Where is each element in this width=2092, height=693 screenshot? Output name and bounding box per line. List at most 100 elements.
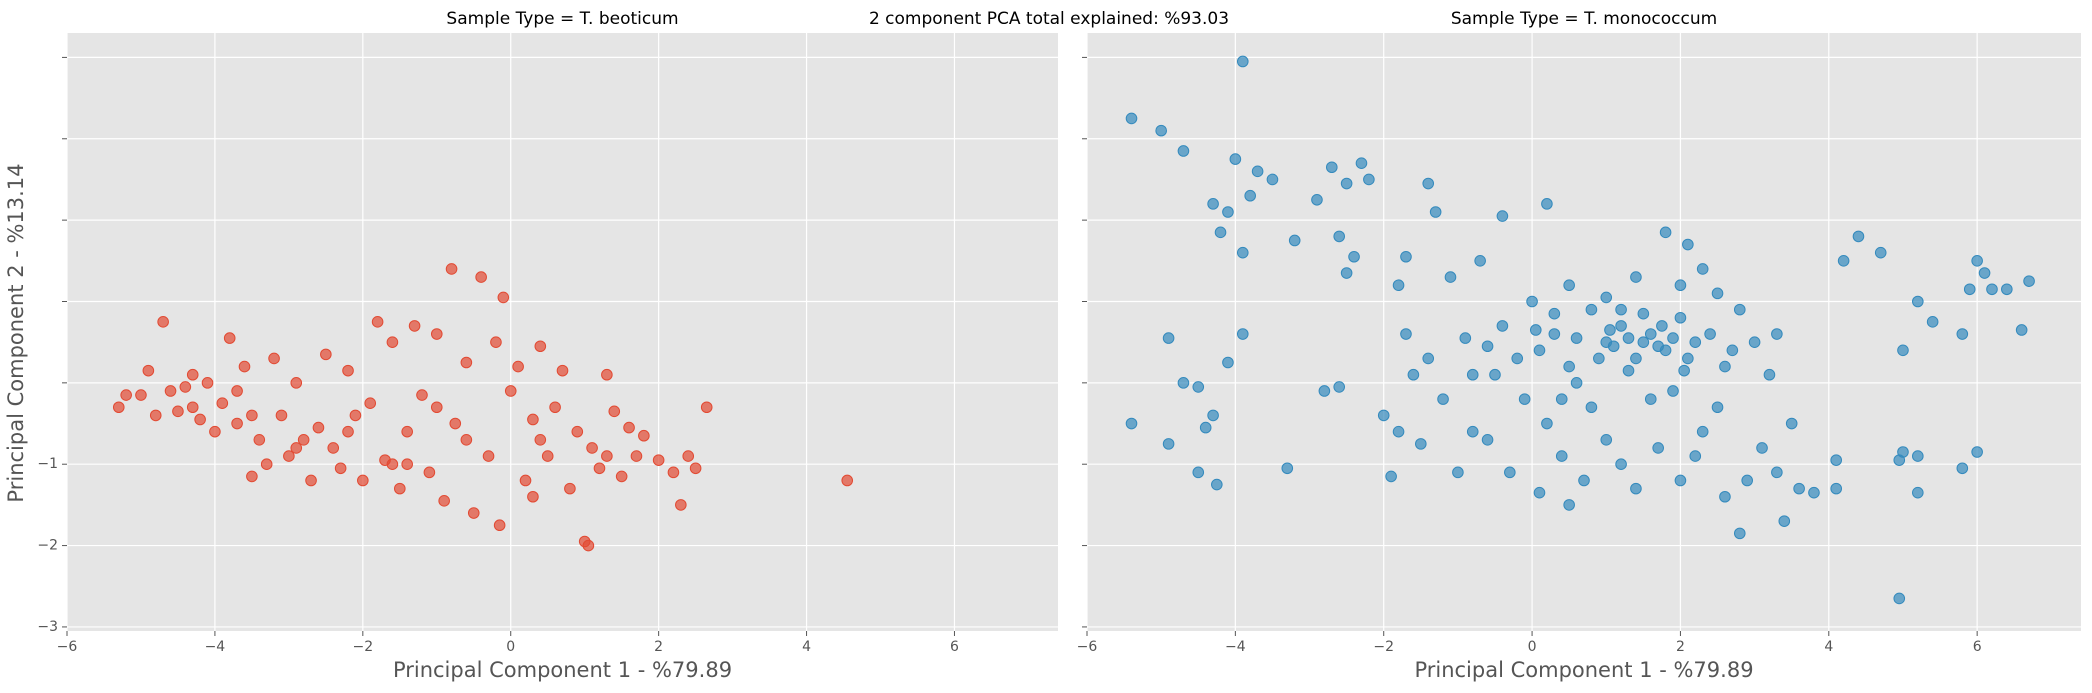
- point: [1637, 307, 1650, 320]
- x-tick-label: 2: [654, 639, 663, 655]
- point: [246, 409, 258, 422]
- point: [1615, 303, 1627, 316]
- point: [1162, 438, 1175, 450]
- point: [1251, 165, 1264, 178]
- point: [1600, 291, 1613, 304]
- point: [2015, 324, 2028, 336]
- point: [179, 381, 192, 393]
- point: [1340, 177, 1353, 190]
- point: [142, 364, 155, 377]
- point: [689, 462, 702, 475]
- point: [682, 450, 695, 462]
- point: [194, 413, 206, 426]
- point: [1630, 482, 1642, 495]
- point: [1177, 145, 1190, 157]
- point: [541, 450, 554, 462]
- point: [1696, 425, 1709, 438]
- point: [623, 421, 635, 434]
- point: [1711, 287, 1724, 300]
- point: [460, 434, 473, 446]
- point: [1548, 328, 1561, 340]
- point: [1244, 189, 1256, 202]
- point: [601, 368, 613, 381]
- point: [386, 458, 399, 471]
- point: [1741, 474, 1753, 487]
- point: [1377, 409, 1390, 422]
- point: [1481, 434, 1494, 446]
- point: [334, 462, 347, 475]
- x-tick-label: 0: [506, 639, 515, 655]
- point: [290, 377, 303, 389]
- point: [1281, 462, 1294, 475]
- point: [1719, 360, 1731, 373]
- point: [2001, 283, 2013, 296]
- plot-background: [67, 33, 1058, 631]
- point: [1385, 470, 1397, 483]
- point: [1444, 271, 1457, 283]
- x-axis-label: Principal Component 1 - %79.89: [1414, 658, 1753, 682]
- point: [1541, 417, 1553, 430]
- point: [1622, 364, 1635, 377]
- point: [667, 466, 680, 479]
- point: [1656, 320, 1668, 332]
- point: [1125, 112, 1138, 125]
- point: [393, 482, 406, 495]
- point: [1563, 499, 1575, 511]
- point: [1155, 124, 1167, 137]
- point: [527, 413, 539, 426]
- point: [1637, 336, 1650, 348]
- point: [1748, 336, 1761, 348]
- point: [231, 417, 243, 430]
- point: [1682, 352, 1694, 365]
- point: [1585, 303, 1598, 316]
- point: [1630, 271, 1642, 283]
- point: [312, 421, 325, 434]
- point: [1192, 466, 1205, 479]
- point: [1407, 368, 1420, 381]
- point: [320, 348, 332, 361]
- point: [1971, 446, 1983, 458]
- point: [1682, 238, 1694, 251]
- point: [549, 401, 561, 414]
- point: [675, 499, 687, 511]
- point: [349, 409, 362, 422]
- point: [1644, 328, 1657, 340]
- point: [1763, 368, 1776, 381]
- point: [1585, 401, 1598, 414]
- point: [1897, 344, 1909, 357]
- point: [1222, 206, 1234, 218]
- point: [1830, 454, 1843, 466]
- point: [283, 450, 295, 462]
- point: [1956, 328, 1969, 340]
- point: [1236, 328, 1249, 340]
- point: [1659, 226, 1672, 239]
- point: [1422, 352, 1435, 365]
- x-axis-label: Principal Component 1 - %79.89: [393, 658, 732, 682]
- point: [1604, 324, 1616, 336]
- point: [1529, 324, 1542, 336]
- point: [1793, 482, 1805, 495]
- point: [423, 466, 436, 479]
- y-axis-label: Principal Component 2 - %13.14: [4, 163, 28, 502]
- point: [149, 409, 162, 422]
- point: [1533, 486, 1546, 499]
- point: [186, 368, 199, 381]
- point: [1325, 161, 1338, 174]
- point: [1733, 303, 1746, 316]
- point: [1570, 377, 1583, 389]
- point: [112, 401, 125, 414]
- point: [1511, 352, 1524, 365]
- panel-title: Sample Type = T. beoticum: [446, 9, 678, 29]
- point: [497, 291, 510, 304]
- point: [1600, 434, 1613, 446]
- point: [1986, 283, 1998, 296]
- point: [246, 470, 258, 483]
- point: [1733, 527, 1746, 540]
- point: [1570, 332, 1583, 344]
- point: [253, 434, 266, 446]
- point: [1704, 328, 1716, 340]
- point: [449, 417, 462, 430]
- point: [1348, 250, 1360, 263]
- point: [186, 401, 199, 414]
